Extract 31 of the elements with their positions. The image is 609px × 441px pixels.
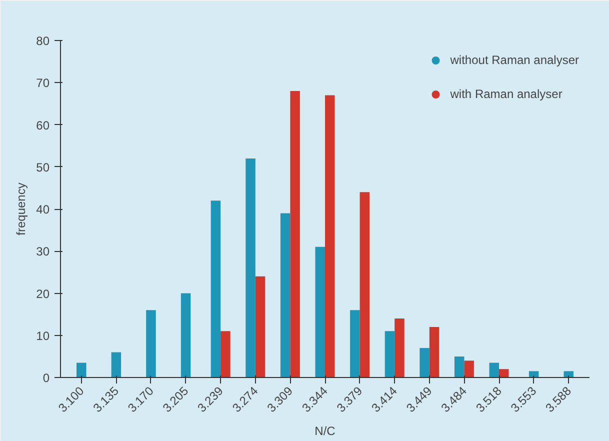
bar: [499, 369, 509, 378]
bar: [464, 360, 474, 378]
bar: [429, 326, 440, 378]
bar: [280, 213, 290, 378]
bar: [290, 91, 300, 378]
bar: [384, 331, 395, 378]
y-tick-label: 40: [36, 202, 50, 216]
bar: [394, 318, 404, 378]
bar: [360, 192, 370, 378]
bar: [350, 310, 360, 378]
y-tick-label: 30: [36, 244, 50, 259]
bar: [420, 348, 430, 378]
y-tick-label: 20: [36, 286, 50, 301]
legend-label: with Raman analyser: [450, 87, 562, 101]
y-tick-label: 10: [36, 328, 50, 343]
y-tick-label: 80: [36, 34, 50, 48]
bar: [210, 200, 221, 378]
legend-label: without Raman analyser: [450, 53, 579, 67]
bar: [315, 246, 325, 378]
y-tick-label: 50: [36, 160, 50, 174]
bar: [489, 362, 500, 378]
bar: [454, 356, 464, 378]
x-axis-title: N/C: [314, 424, 336, 438]
bar: [220, 331, 230, 378]
bar: [255, 276, 266, 378]
bar: [325, 95, 335, 378]
y-tick-label: 0: [42, 371, 50, 385]
y-axis-title: frequency: [14, 182, 28, 236]
y-tick-label: 70: [36, 76, 50, 90]
bar: [246, 158, 256, 378]
y-tick-label: 60: [36, 118, 50, 132]
